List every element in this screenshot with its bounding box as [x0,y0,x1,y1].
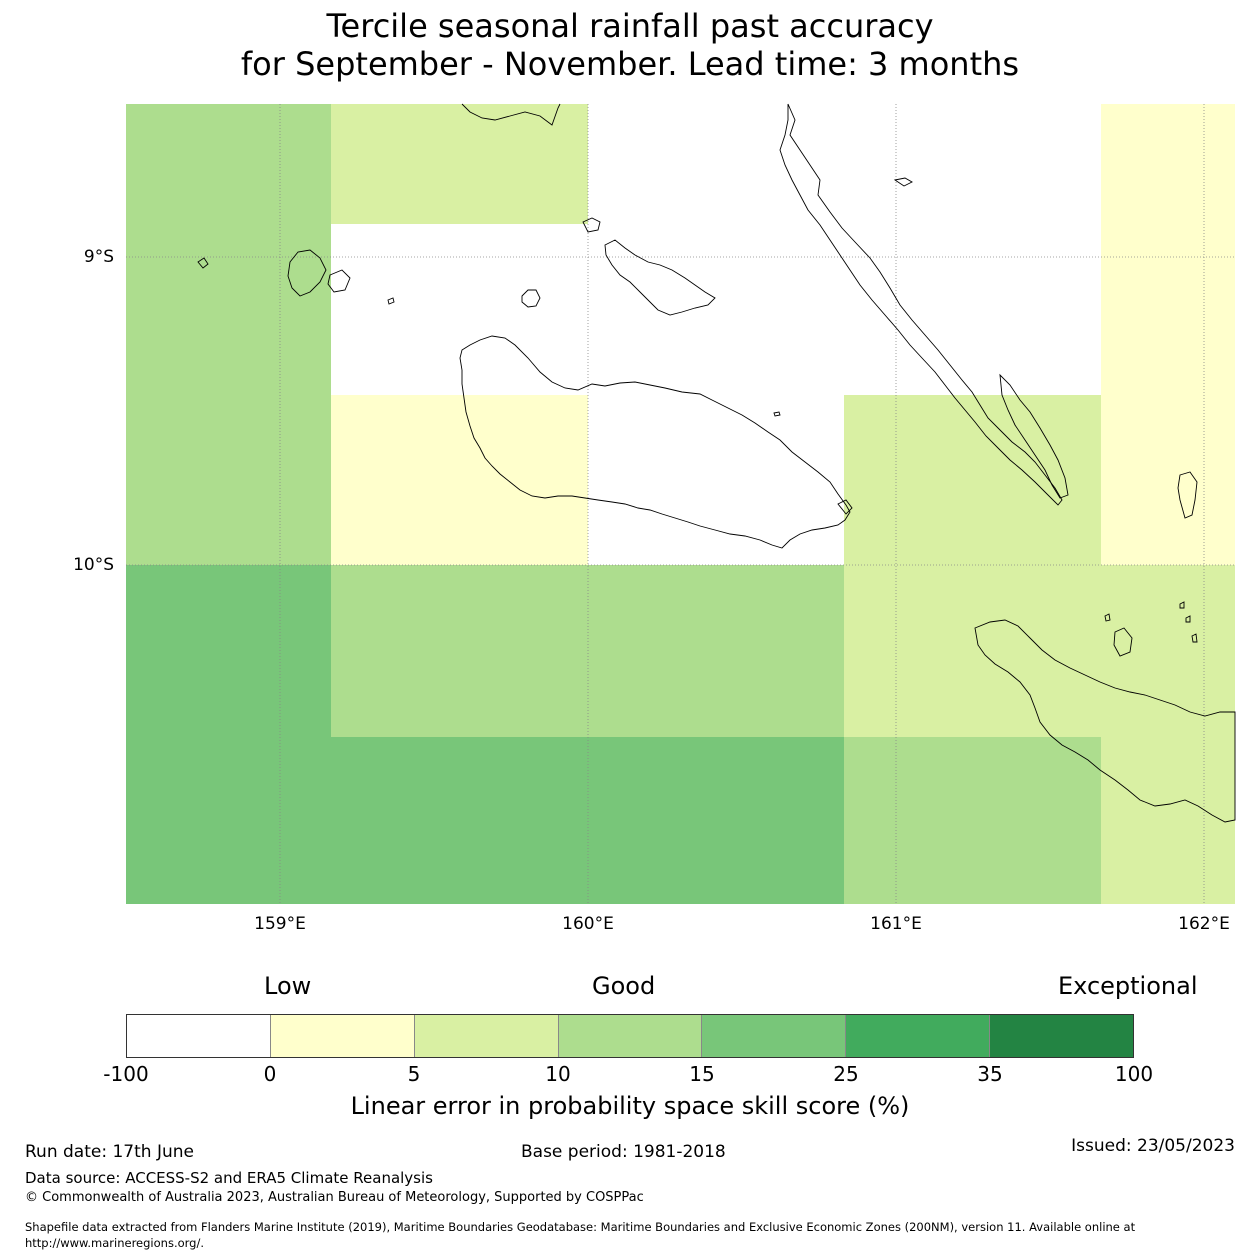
lat-label-10s: 10°S [73,555,114,575]
colorbar-segment [702,1015,847,1057]
lat-tick-labels: 9°S 10°S [73,247,114,575]
grid-cell [588,104,1101,224]
colorbar-xlabel: Linear error in probability space skill … [350,1092,910,1120]
colorbar-segment [558,1015,703,1057]
coastline-makira [974,619,1236,823]
skill-map: 9°S 10°S 159°E 160°E 161°E 162°E [73,103,1236,934]
coastline-ugi [1113,627,1133,657]
coastline-islet-g [1185,615,1191,623]
grid-cell [1101,737,1235,904]
grid-cell [331,395,588,565]
colorbar-tick-label: 10 [545,1062,571,1086]
coastline-ulawa [1177,471,1198,519]
coastline-guadalcanal [459,335,851,549]
lon-label-162e: 162°E [1178,914,1230,934]
lon-tick-labels: 159°E 160°E 161°E 162°E [254,914,1230,934]
grid-cell [844,565,1235,737]
colorbar-tick-label: 35 [977,1062,1003,1086]
coastline-nggela [604,239,716,316]
colorbar [126,1014,1134,1058]
grid-cell [126,224,331,395]
chart-title-line1: Tercile seasonal rainfall past accuracy [326,7,934,45]
issued-date: Issued: 23/05/2023 [1071,1136,1235,1156]
lon-label-159e: 159°E [254,914,306,934]
data-source: Data source: ACCESS-S2 and ERA5 Climate … [25,1169,433,1187]
coastline-islet-h [1191,633,1198,643]
colorbar-tick-label: -100 [103,1062,149,1086]
coastline-malaita [779,103,1063,506]
coastline-santa-isabel [461,103,561,126]
coastline-islet-a [582,217,601,233]
colorbar-segment [270,1015,415,1057]
coastline-islet-j [893,177,913,187]
base-period: Base period: 1981-2018 [521,1142,726,1162]
colorbar-tick-label: 15 [689,1062,715,1086]
coastline-islet-c [197,257,209,269]
coastline-islet-b [327,269,351,293]
coastline-small-malaita [999,373,1069,499]
graticule-lines [126,104,1235,904]
grid-cell [588,395,844,565]
colorbar-tick-label: 5 [407,1062,421,1086]
grid-cell [126,104,331,224]
coastline-russell-islands [287,249,327,297]
colorbar-label-exceptional: Exceptional [1058,972,1198,1000]
colorbar-segment [127,1015,271,1057]
coastline-savo [521,289,541,308]
coastline-islet-i [773,411,781,417]
coastline-islet-f [1179,601,1185,609]
colorbar-label-good: Good [592,972,656,1000]
lat-label-9s: 9°S [84,247,114,267]
shapefile-credit-line1: Shapefile data extracted from Flanders M… [25,1220,1136,1234]
grid-cell [1101,395,1235,565]
grid-cell [331,224,1101,395]
grid-cell [331,104,588,224]
skill-grid-cells [126,104,1235,904]
copyright: © Commonwealth of Australia 2023, Austra… [25,1190,644,1205]
grid-cell [126,395,331,565]
coastline-islet-d [387,297,395,305]
coastline-islet-e [1104,613,1111,622]
lon-label-160e: 160°E [562,914,614,934]
grid-cell [1101,224,1235,395]
chart-title-line2: for September - November. Lead time: 3 m… [240,45,1020,83]
colorbar-segment [990,1015,1134,1057]
grid-cell [844,737,1101,904]
grid-cell [844,395,1101,565]
colorbar-tick-label: 0 [263,1062,277,1086]
grid-cell [126,737,844,904]
lon-label-161e: 161°E [870,914,922,934]
colorbar-tick-label: 25 [833,1062,859,1086]
run-date: Run date: 17th June [25,1142,194,1162]
grid-cell [126,565,331,737]
colorbar-segment [846,1015,991,1057]
grid-cell [331,565,844,737]
coastlines [197,103,1236,823]
coastline-islet-k [837,499,853,515]
colorbar-tick-label: 100 [1114,1062,1154,1086]
grid-cell [1101,104,1235,224]
colorbar-segment [414,1015,559,1057]
shapefile-credit-line2: http://www.marineregions.org/. [25,1236,204,1250]
colorbar-label-low: Low [264,972,312,1000]
